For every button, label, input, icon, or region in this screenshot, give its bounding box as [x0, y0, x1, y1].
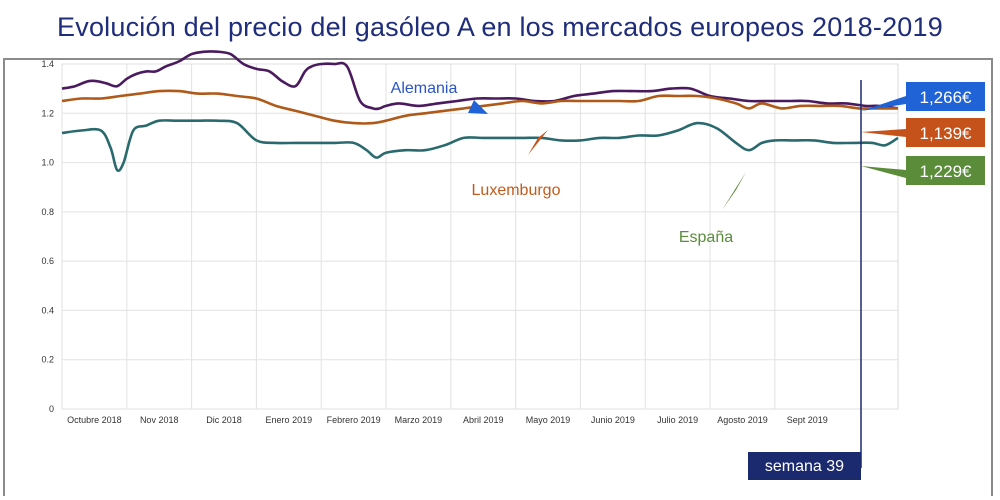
x-tick-label: Enero 2019	[266, 415, 313, 425]
x-tick-label: Febrero 2019	[327, 415, 381, 425]
y-tick-label: 0.8	[41, 207, 54, 217]
y-axis-ticks: 0 0.2 0.4 0.6 0.8 1.0 1.2 1.4	[41, 59, 54, 414]
pointer-espana	[722, 172, 746, 210]
x-tick-label: Octubre 2018	[67, 415, 122, 425]
x-tick-label: Dic 2018	[206, 415, 242, 425]
y-tick-label: 0.4	[41, 305, 54, 315]
y-tick-label: 1.0	[41, 158, 54, 168]
badge-pointer-alemania	[861, 96, 906, 111]
x-tick-label: Mayo 2019	[526, 415, 571, 425]
y-tick-label: 1.2	[41, 108, 54, 118]
series-label-luxemburgo: Luxemburgo	[472, 182, 561, 199]
y-tick-label: 0.6	[41, 256, 54, 266]
x-tick-label: Junio 2019	[591, 415, 635, 425]
annotations: semana 39 Alemania Luxemburgo España 1,266€ 1…	[391, 80, 985, 480]
pointer-alemania	[468, 100, 488, 114]
value-badge-text-luxemburgo: 1,139€	[920, 124, 973, 143]
series-line-luxemburgo	[61, 89, 898, 125]
y-tick-label: 0.2	[41, 355, 54, 365]
series-label-alemania: Alemania	[391, 80, 458, 97]
series-line-espana	[61, 119, 899, 173]
semana-39-box	[748, 452, 861, 480]
pointer-luxemburgo	[528, 130, 548, 155]
series-lines	[61, 50, 899, 173]
gridlines	[61, 63, 899, 410]
chart-frame	[3, 58, 993, 496]
value-badge-espana	[906, 156, 985, 185]
x-tick-label: Agosto 2019	[717, 415, 768, 425]
y-tick-label: 1.4	[41, 59, 54, 69]
badge-pointer-luxemburgo	[861, 129, 906, 137]
chart-title: Evolución del precio del gasóleo A en lo…	[57, 12, 943, 42]
value-badge-text-espana: 1,229€	[920, 162, 973, 181]
x-tick-label: Nov 2018	[140, 415, 179, 425]
x-tick-label: Sept 2019	[787, 415, 828, 425]
value-badge-luxemburgo	[906, 118, 985, 147]
badge-pointer-espana	[861, 166, 906, 178]
x-tick-label: Julio 2019	[657, 415, 698, 425]
x-axis-ticks: Octubre 2018 Nov 2018 Dic 2018 Enero 2019 Fe…	[67, 415, 828, 425]
value-badge-alemania	[906, 82, 985, 111]
series-line-alemania	[61, 50, 899, 111]
value-badge-text-alemania: 1,266€	[920, 88, 973, 107]
x-tick-label: Abril 2019	[463, 415, 504, 425]
plot-area	[61, 63, 899, 410]
series-label-espana: España	[679, 229, 733, 246]
semana-39-label: semana 39	[765, 458, 844, 475]
x-tick-label: Marzo 2019	[395, 415, 443, 425]
y-tick-label: 0	[49, 404, 54, 414]
